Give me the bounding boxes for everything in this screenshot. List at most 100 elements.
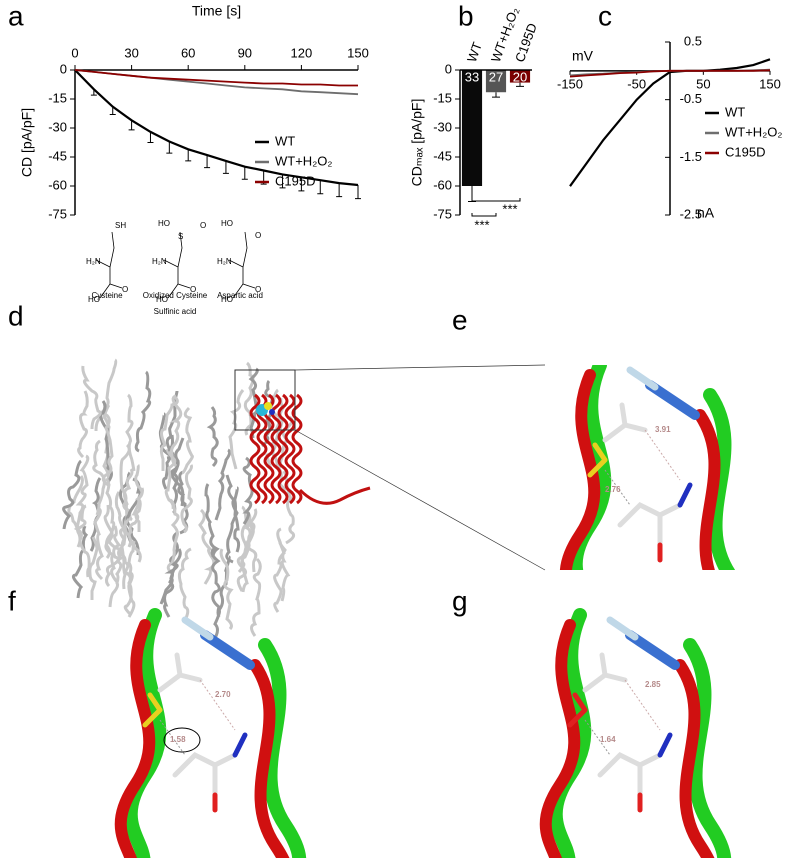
distance-label: 2.85	[645, 680, 661, 689]
highlight	[163, 727, 201, 753]
error-bar	[336, 183, 343, 198]
y-tick-label: 0	[60, 61, 67, 76]
y-axis-label: CD [pA/pF]	[19, 108, 35, 177]
y-tick-label: -30	[48, 119, 67, 134]
atom-label: SH	[115, 221, 126, 230]
x-tick-label: 150	[759, 76, 781, 91]
y-tick-label: -45	[433, 148, 452, 163]
helix-gray	[228, 389, 245, 470]
helix-gray	[122, 468, 134, 548]
ribbon-view: 2.70 1.58	[114, 608, 307, 858]
distance-label: 1.64	[600, 735, 616, 744]
stick	[617, 501, 683, 548]
ribbon-view: 2.85 1.64	[539, 608, 732, 858]
atom-label: O	[122, 285, 128, 294]
ribbon	[625, 630, 680, 670]
stick	[567, 692, 588, 728]
series-line	[569, 58, 771, 187]
helix-red	[298, 486, 371, 505]
helix-gray	[99, 400, 113, 483]
helix-gray	[119, 517, 131, 590]
n-label: 20	[513, 69, 527, 84]
helix-red	[291, 393, 303, 505]
x-axis-label: Time [s]	[192, 3, 241, 19]
structure-name: Oxidized Cysteine	[143, 291, 208, 300]
structure-name: Sulfinic acid	[154, 307, 197, 316]
helix-gray	[67, 475, 84, 548]
helix-gray	[105, 477, 116, 559]
helix-gray	[73, 504, 91, 578]
error-bar	[516, 82, 524, 87]
stick	[142, 692, 163, 728]
stick	[587, 442, 608, 478]
helix-gray	[107, 534, 123, 608]
bond	[163, 231, 191, 299]
stick	[677, 482, 693, 508]
structure-name: Cysteine	[91, 291, 123, 300]
helix-gray	[276, 527, 291, 602]
y-axis-label: CDₘₐₓ [pA/pF]	[409, 99, 425, 187]
x-tick-label: 60	[181, 45, 195, 60]
helix-gray	[180, 464, 193, 534]
stick	[232, 732, 248, 758]
helix-gray	[170, 437, 185, 507]
error-bar	[185, 149, 192, 162]
y-tick-label: -15	[48, 90, 67, 105]
y-tick-label: 0	[445, 61, 452, 76]
h-bond	[199, 679, 236, 731]
panel-letter: a	[8, 0, 24, 31]
helix-gray	[169, 394, 183, 468]
stick	[582, 652, 628, 693]
stick	[657, 732, 673, 758]
residue	[269, 409, 275, 415]
error-bar	[166, 141, 173, 154]
ribbon	[560, 369, 601, 570]
error-bar	[298, 177, 305, 192]
ribbon	[539, 619, 581, 858]
helix-gray	[163, 548, 182, 618]
y-tick-label: 0.5	[684, 33, 702, 48]
helix-gray	[125, 477, 142, 556]
ribbon	[683, 638, 732, 858]
stick	[172, 751, 238, 798]
x-tick-label: 0	[71, 45, 78, 60]
error-bar	[317, 180, 324, 195]
y-tick-label: -1.5	[680, 149, 702, 164]
x-tick-label: 120	[291, 45, 313, 60]
y-tick-label: -60	[433, 177, 452, 192]
bond	[228, 231, 256, 299]
distance-label: 2.70	[215, 690, 231, 699]
x-tick-label: 50	[696, 76, 710, 91]
y-tick-label: -75	[433, 206, 452, 221]
zoom-line	[294, 364, 546, 371]
x-tick-label: WT	[464, 40, 485, 64]
y-axis-label: nA	[697, 205, 715, 221]
atom-label: O	[255, 285, 261, 294]
y-tick-label: -15	[433, 90, 452, 105]
helix-red	[277, 393, 289, 505]
y-tick-label: -60	[48, 177, 67, 192]
atom-label: HO	[221, 219, 233, 228]
atom-label: H₂N	[217, 257, 232, 266]
helix-gray	[101, 412, 114, 488]
h-bond	[584, 719, 611, 756]
error-bar	[147, 131, 154, 143]
stick	[602, 402, 648, 443]
error-bar	[355, 185, 361, 200]
bond	[95, 231, 123, 299]
y-tick-label: -30	[433, 119, 452, 134]
residue	[264, 402, 272, 410]
helix-gray	[71, 525, 89, 599]
helix-gray	[198, 508, 216, 585]
ribbon	[703, 388, 736, 570]
helix-gray	[225, 474, 241, 553]
h-bond	[644, 429, 681, 481]
legend-label: C195D	[725, 144, 765, 159]
helix-gray	[92, 439, 106, 516]
helix-gray	[206, 406, 219, 468]
series-line	[74, 69, 359, 187]
error-bar	[128, 120, 135, 131]
atom-label: H₂N	[86, 257, 101, 266]
error-bar	[241, 166, 248, 180]
atom-label: HO	[158, 219, 170, 228]
